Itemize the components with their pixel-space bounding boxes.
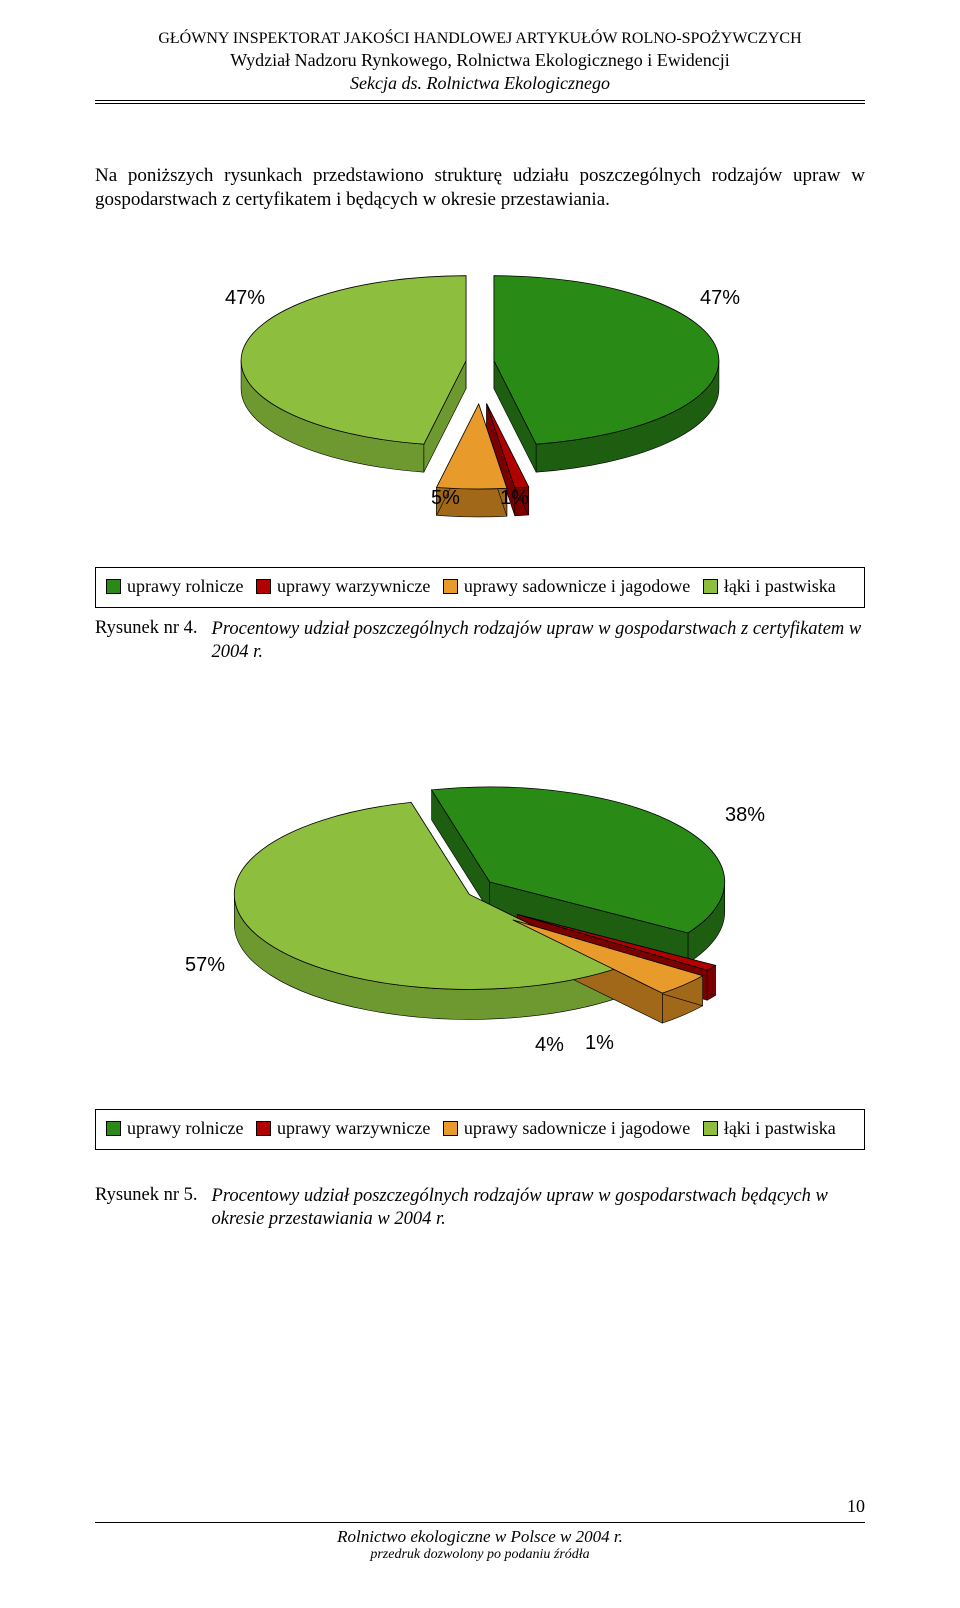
legend-item: uprawy warzywnicze xyxy=(256,576,430,597)
legend-swatch xyxy=(106,579,121,594)
legend-swatch xyxy=(256,579,271,594)
page-number: 10 xyxy=(847,1496,865,1517)
chart-1-caption-label: Rysunek nr 4. xyxy=(95,618,212,664)
legend-swatch xyxy=(256,1121,271,1136)
chart-2-label-38: 38% xyxy=(725,804,765,827)
header-rule-top xyxy=(95,100,865,101)
intro-paragraph: Na poniższych rysunkach przedstawiono st… xyxy=(95,164,865,212)
chart-2-legend: uprawy rolnicze uprawy warzywnicze upraw… xyxy=(95,1109,865,1150)
legend-text: uprawy sadownicze i jagodowe xyxy=(464,576,690,597)
chart-2-label-57: 57% xyxy=(185,954,225,977)
legend-item: uprawy rolnicze xyxy=(106,576,243,597)
chart-1-label-1: 1% xyxy=(500,487,529,510)
chart-2-caption: Rysunek nr 5. Procentowy udział poszczeg… xyxy=(95,1185,865,1231)
chart-1-pie xyxy=(95,257,865,537)
footer-rule xyxy=(95,1522,865,1523)
legend-text: łąki i pastwiska xyxy=(724,576,836,597)
chart-1-caption-text: Procentowy udział poszczególnych rodzajó… xyxy=(212,618,865,664)
legend-swatch xyxy=(703,1121,718,1136)
chart-2-caption-text: Procentowy udział poszczególnych rodzajó… xyxy=(212,1185,865,1231)
legend-item: łąki i pastwiska xyxy=(703,1118,836,1139)
legend-item: uprawy sadownicze i jagodowe xyxy=(443,1118,690,1139)
legend-item: uprawy sadownicze i jagodowe xyxy=(443,576,690,597)
legend-swatch xyxy=(443,1121,458,1136)
footer-subtitle: przedruk dozwolony po podaniu źródła xyxy=(95,1547,865,1563)
page-footer: 10 Rolnictwo ekologiczne w Polsce w 2004… xyxy=(95,1522,865,1563)
legend-swatch xyxy=(703,579,718,594)
chart-1-caption: Rysunek nr 4. Procentowy udział poszczeg… xyxy=(95,618,865,664)
legend-text: uprawy warzywnicze xyxy=(277,1118,430,1139)
chart-2-label-4: 4% xyxy=(535,1034,564,1057)
legend-swatch xyxy=(443,579,458,594)
legend-text: uprawy rolnicze xyxy=(127,1118,243,1139)
chart-2-caption-label: Rysunek nr 5. xyxy=(95,1185,212,1231)
legend-item: łąki i pastwiska xyxy=(703,576,836,597)
chart-1-container: 47% 47% 5% 1% xyxy=(95,257,865,537)
legend-text: uprawy sadownicze i jagodowe xyxy=(464,1118,690,1139)
chart-1-label-5: 5% xyxy=(431,487,460,510)
legend-text: uprawy rolnicze xyxy=(127,576,243,597)
chart-2-label-1: 1% xyxy=(585,1032,614,1055)
chart-1-legend: uprawy rolnicze uprawy warzywnicze upraw… xyxy=(95,567,865,608)
legend-swatch xyxy=(106,1121,121,1136)
legend-item: uprawy rolnicze xyxy=(106,1118,243,1139)
legend-text: uprawy warzywnicze xyxy=(277,576,430,597)
header-dept: Wydział Nadzoru Rynkowego, Rolnictwa Eko… xyxy=(95,50,865,71)
header-rule-bottom xyxy=(95,103,865,104)
header-section: Sekcja ds. Rolnictwa Ekologicznego xyxy=(95,73,865,94)
chart-1-label-47-left: 47% xyxy=(225,287,265,310)
legend-item: uprawy warzywnicze xyxy=(256,1118,430,1139)
header-org: GŁÓWNY INSPEKTORAT JAKOŚCI HANDLOWEJ ART… xyxy=(95,30,865,48)
chart-2-container: 38% 57% 4% 1% xyxy=(95,759,865,1079)
legend-text: łąki i pastwiska xyxy=(724,1118,836,1139)
footer-title: Rolnictwo ekologiczne w Polsce w 2004 r. xyxy=(95,1527,865,1547)
page-header: GŁÓWNY INSPEKTORAT JAKOŚCI HANDLOWEJ ART… xyxy=(95,30,865,94)
chart-1-label-47-right: 47% xyxy=(700,287,740,310)
